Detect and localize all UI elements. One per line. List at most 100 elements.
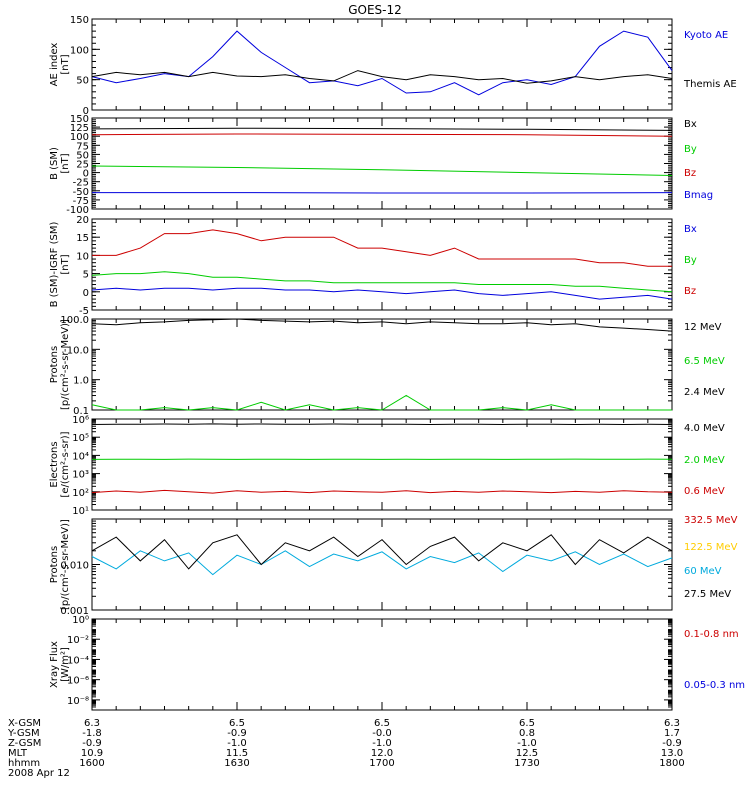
x-readout-value: 12.0	[371, 748, 393, 759]
y-tick-label: 100	[70, 132, 89, 143]
x-readout-value: -0.9	[82, 738, 102, 749]
x-readout-value: 10.9	[81, 748, 103, 759]
panel-frame	[91, 218, 673, 311]
y-axis-label: B (SM)	[49, 147, 60, 180]
x-readout-value: -1.0	[372, 738, 392, 749]
legend-2-4-mev: 2.4 MeV	[684, 387, 725, 398]
x-readout-value: 13.0	[661, 748, 683, 759]
y-axis-label: AE index	[49, 43, 60, 87]
panel-xray: 10⁻⁸ 10⁻⁶ 10⁻⁴ 10⁻² 10⁰ Xray Flux [W/m²] 0.1-0.…	[49, 615, 745, 711]
y-tick-label: -100	[66, 205, 89, 216]
x-readout-value: 6.3	[84, 718, 100, 729]
x-readout-value: 6.5	[519, 718, 535, 729]
x-row-label: X-GSM	[8, 718, 41, 729]
legend-332-5-mev: 332.5 MeV	[684, 515, 738, 526]
series-line-27-5-mev	[91, 534, 673, 570]
y-tick-label: 10⁰	[72, 615, 89, 626]
x-readout-value: 1630	[224, 758, 249, 769]
y-tick-label: 50	[76, 76, 89, 87]
x-row-label: Y-GSM	[7, 728, 40, 739]
series-line-bx	[91, 287, 673, 300]
y-tick-label: -75	[73, 196, 89, 207]
legend-4-0-mev: 4.0 MeV	[684, 423, 725, 434]
legend-0-1-0-8-nm: 0.1-0.8 nm	[684, 629, 739, 640]
y-tick-label: 10⁴	[72, 451, 89, 462]
x-readout-value: 1800	[659, 758, 684, 769]
series-line-4-0-mev	[91, 423, 673, 426]
legend-by: By	[684, 255, 697, 266]
panel-frame	[91, 418, 673, 511]
legend-122-5-mev: 122.5 MeV	[684, 542, 738, 553]
y-axis-label: [W/m²]	[60, 647, 71, 682]
y-tick-label: 10⁻⁶	[67, 676, 89, 687]
panel-frame	[91, 618, 673, 711]
y-tick-label: 0	[83, 106, 89, 117]
legend-bz: Bz	[684, 286, 696, 297]
x-readout-value: 6.3	[664, 718, 680, 729]
y-tick-label: -25	[73, 178, 89, 189]
series-line-kyoto-ae	[91, 30, 673, 96]
x-readout-value: 0.8	[519, 728, 535, 739]
series-line-60-mev	[91, 550, 673, 576]
chart-title: GOES-12	[348, 3, 402, 17]
y-tick-label: 10⁻⁸	[67, 696, 89, 707]
legend-27-5-mev: 27.5 MeV	[684, 589, 731, 600]
y-tick-label: 10⁻²	[67, 635, 89, 646]
legend-60-mev: 60 MeV	[684, 566, 722, 577]
legend-bx: Bx	[684, 119, 697, 130]
legend-12-mev: 12 MeV	[684, 322, 722, 333]
legend-bmag: Bmag	[684, 190, 713, 201]
panel-electrons: 10¹ 10² 10³ 10⁴ 10⁵ 10⁶ Electrons [e/(cm²-s-sr)…	[49, 415, 725, 517]
y-axis-label: [nT]	[60, 54, 71, 74]
y-axis-label: Electrons	[49, 441, 60, 487]
x-readout-value: 1600	[79, 758, 104, 769]
legend-6-5-mev: 6.5 MeV	[684, 356, 725, 367]
y-axis-label: [p/(cm²-s-sr-MeV)]	[60, 319, 71, 410]
y-axis-label: Protons	[49, 546, 60, 583]
y-tick-label: 100.0	[60, 315, 89, 326]
legend-kyoto-ae: Kyoto AE	[684, 30, 728, 41]
x-readout-value: 1700	[369, 758, 394, 769]
legend-0-6-mev: 0.6 MeV	[684, 486, 725, 497]
y-tick-label: 125	[70, 123, 89, 134]
panel-protons-low: 0.1 1.0 10.0 100.0 Protons [p/(cm²-s-sr-MeV)]…	[49, 315, 725, 417]
y-axis-label: Protons	[49, 346, 60, 383]
panel-b-igrf: -5 0 5 10 15 20 B (SM)-IGRF (SM) [nT] Bx By Bz	[49, 215, 697, 317]
x-readout-value: 1730	[514, 758, 539, 769]
y-tick-label: 100	[70, 45, 89, 56]
y-axis-label: [nT]	[60, 254, 71, 274]
y-tick-label: 0	[83, 169, 89, 180]
legend-bx: Bx	[684, 224, 697, 235]
panel-frame	[91, 518, 673, 611]
x-readout-value: 1.7	[664, 728, 680, 739]
legend-themis-ae: Themis AE	[683, 79, 737, 90]
x-readout-value: -0.9	[227, 728, 247, 739]
y-axis-label: [nT]	[60, 153, 71, 173]
x-readout-value: 12.5	[516, 748, 538, 759]
x-row-label: MLT	[8, 748, 28, 759]
x-readout-value: -0.9	[662, 738, 682, 749]
series-line-themis-ae	[91, 70, 673, 84]
series-line-by	[91, 165, 673, 176]
y-tick-label: 0.1	[73, 406, 89, 417]
y-tick-label: 0	[83, 288, 89, 299]
y-tick-label: 0.001	[60, 606, 89, 617]
date-label: 2008 Apr 12	[8, 768, 70, 779]
x-readout-value: 6.5	[229, 718, 245, 729]
series-line-12-mev	[91, 318, 673, 332]
y-tick-label: -50	[73, 187, 89, 198]
y-tick-label: 150	[70, 114, 89, 125]
series-line-by	[91, 271, 673, 293]
x-row-label: Z-GSM	[8, 738, 41, 749]
y-tick-label: 15	[76, 233, 89, 244]
y-tick-label: 10⁶	[72, 415, 89, 426]
legend-bz: Bz	[684, 168, 696, 179]
panel-ae-index: 0 50 100 150 AE index [nT] Kyoto AE Themis AE	[49, 15, 737, 117]
x-readout-value: 11.5	[226, 748, 248, 759]
y-tick-label: 10²	[72, 488, 89, 499]
series-line-bz	[92, 229, 672, 267]
x-axis-readout: X-GSMY-GSMZ-GSMMLThhmm6.3-1.8-0.910.9160…	[7, 718, 685, 769]
